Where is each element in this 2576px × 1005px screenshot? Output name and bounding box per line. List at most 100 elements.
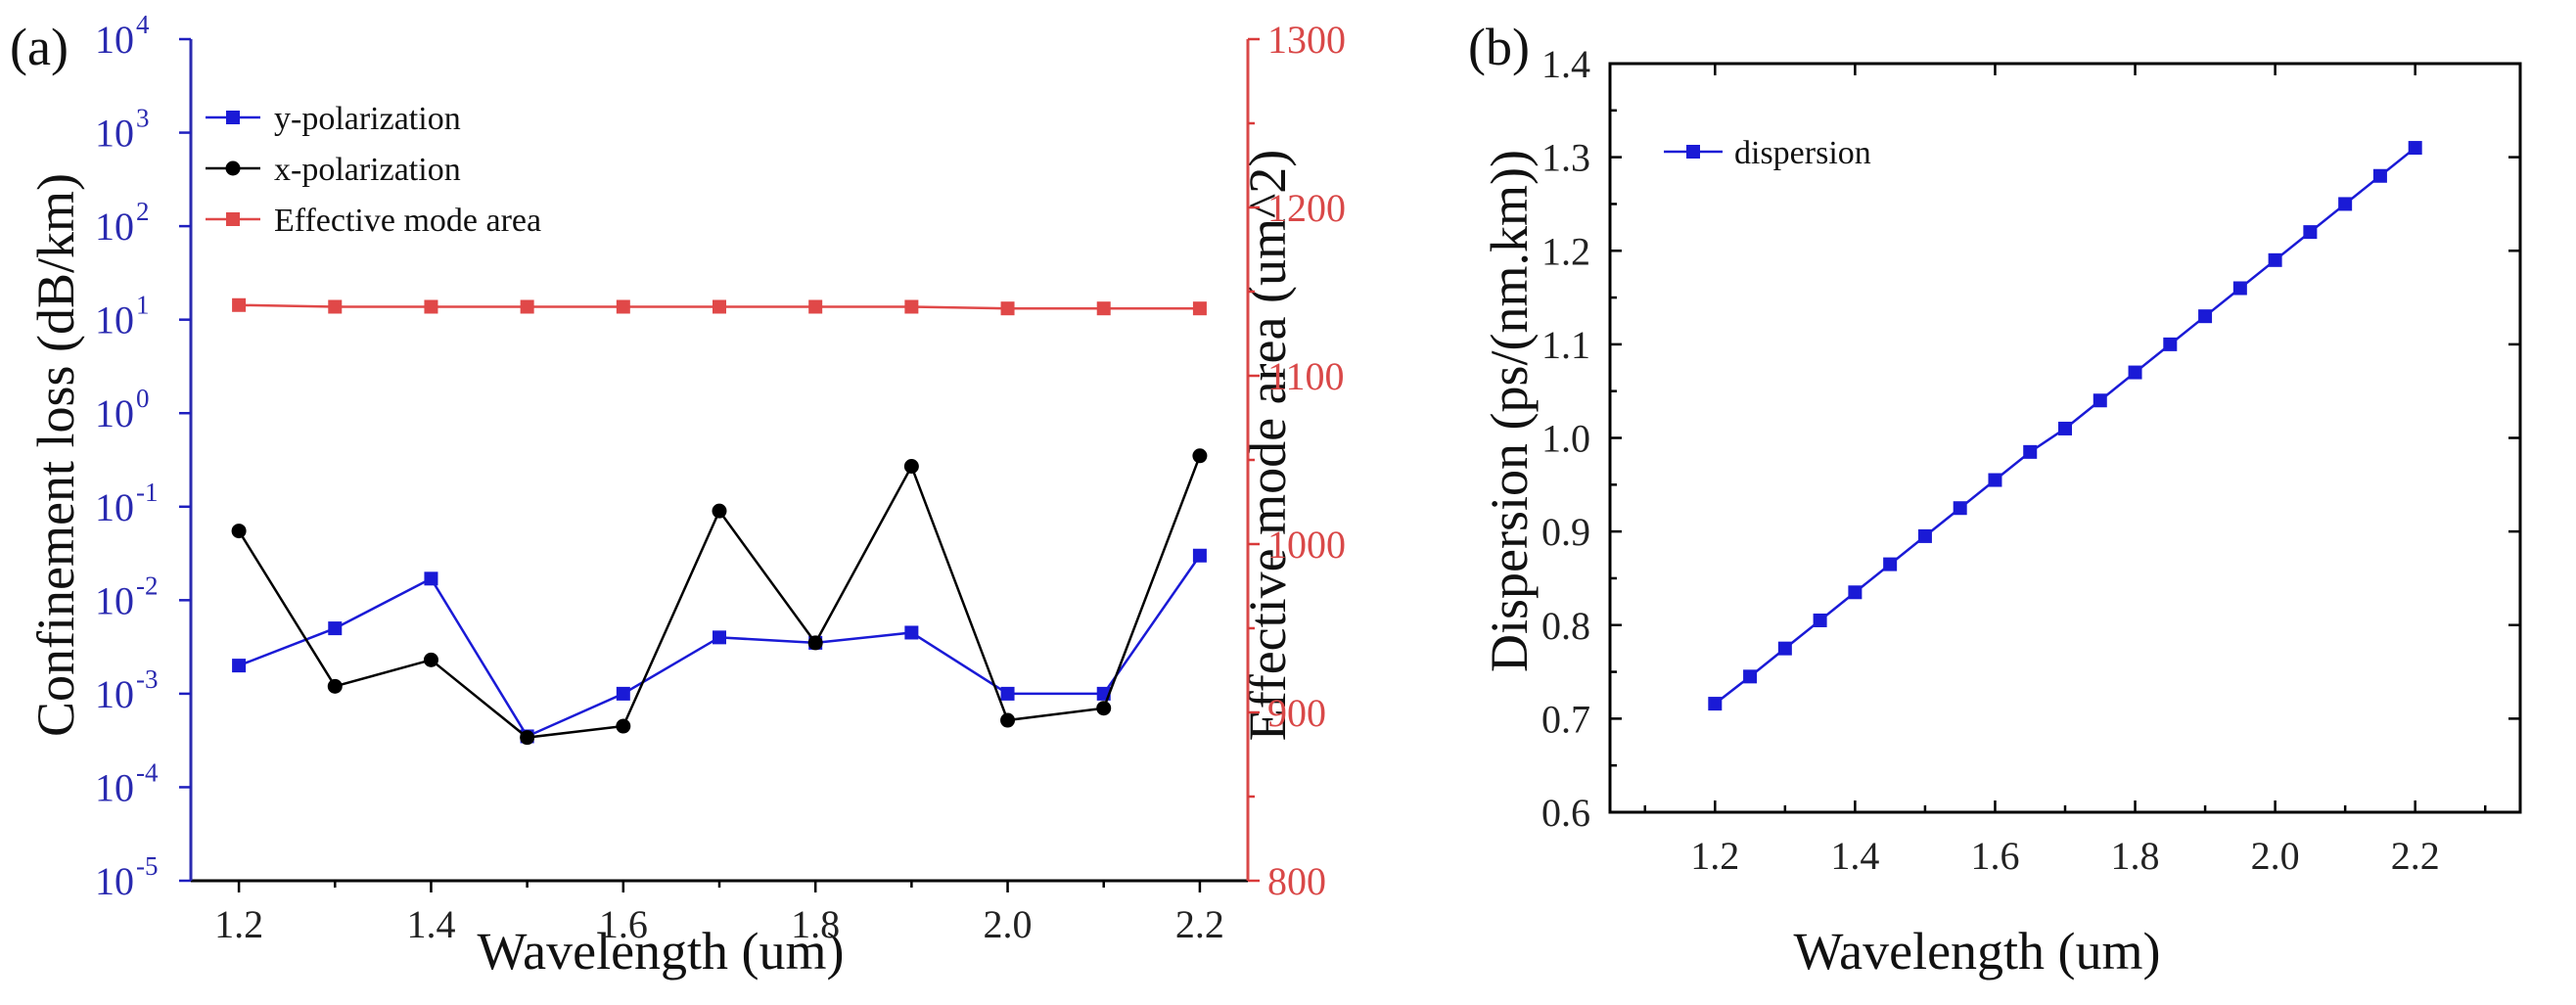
panel-a-y-tick-label-base: 10 [95,578,134,622]
panel-a-data-point [713,630,726,645]
panel-b-data-point [2268,252,2282,267]
panel-a-x-tick-label: 1.6 [599,902,648,946]
panel-a-y-tick-label-base: 10 [95,391,134,435]
panel-b-x-tick-label: 1.2 [1690,834,1739,878]
panel-a-data-point [424,571,438,586]
panel-a-data-point [1096,301,1111,316]
panel-a-y-tick-label-exponent: 1 [136,291,150,320]
panel-a-data-point [904,299,919,314]
panel-a-legend-label: y-polarization [274,101,461,137]
panel-a-legend-marker [226,111,240,124]
panel-b-y-tick-label: 1.3 [1541,136,1590,180]
panel-a-series-line-x-polarization [238,455,1202,739]
panel-a-y2-tick-label: 1100 [1267,354,1345,398]
panel-a-legend-marker [226,212,240,226]
panel-a-data-point [232,659,247,673]
panel-a-y-tick-label-base: 10 [95,112,134,156]
panel-a-y2-tick-label: 1200 [1267,186,1346,230]
panel-a-data-point [616,299,630,314]
panel-a-y2-tick-label: 1300 [1267,18,1346,62]
panel-b-y-tick-label: 1.4 [1541,42,1590,86]
panel-a-x-tick-label: 1.2 [214,902,263,946]
panel-a-y2-tick-label: 1000 [1267,523,1346,567]
panel-a-data-point [904,625,919,640]
panel-b-y-tick-label: 1.2 [1541,229,1590,273]
panel-b-x-tick-label: 1.6 [1970,834,2019,878]
panel-b-data-point [1988,473,2002,487]
panel-b-x-axis-title: Wavelength (um) [1793,922,2160,981]
panel-a-x-tick-label: 2.2 [1175,902,1224,946]
panel-b-y-tick-label: 0.7 [1541,697,1590,741]
panel-a-data-point [231,524,247,539]
panel-a-y-tick-label-exponent: -2 [136,571,159,600]
panel-a-y-tick-label-exponent: 3 [136,104,150,133]
panel-a-data-point [1000,301,1015,316]
panel-a-y-tick-label-exponent: 2 [136,197,150,226]
panel-b-data-point [1917,528,1932,543]
panel-a-y-tick-label-exponent: -4 [136,757,159,787]
panel-b-x-tick-label: 2.0 [2251,834,2300,878]
panel-a-y-axis-title: Confinement loss (dB/km) [26,173,85,737]
panel-b-x-tick-label: 1.8 [2111,834,2160,878]
panel-b-data-point [1777,641,1792,656]
panel-b-data-point [1953,501,1967,516]
panel-a-legend-label: x-polarization [274,152,461,188]
panel-b-data-point [2303,225,2318,240]
panel-a-legend-label: Effective mode area [274,203,541,239]
panel-a-data-point [616,718,631,734]
panel-a-y-tick-label-exponent: 4 [136,10,150,39]
panel-b-data-point [2198,309,2213,324]
panel-b-label: (b) [1468,18,1530,76]
panel-a-x-tick-label: 1.8 [791,902,840,946]
panel-b-x-tick-label: 2.2 [2391,834,2440,878]
panel-a-y-tick-label-base: 10 [95,298,134,343]
panel-a-data-point [712,503,727,519]
panel-b-data-point [2163,337,2178,351]
panel-a-y-tick-label-exponent: -1 [136,478,159,507]
panel-a-data-point [1192,548,1207,563]
panel-b-data-point [2093,393,2107,408]
panel-a-y-tick-label-exponent: -3 [136,664,159,694]
panel-b-y-axis-title: Dispersion (ps/(nm.km)) [1480,150,1539,672]
panel-a-data-point [1192,301,1207,316]
panel-a-data-point [520,730,535,746]
panel-a-label: (a) [10,18,69,76]
panel-b-y-tick-label: 1.0 [1541,417,1590,461]
panel-a-data-point [232,297,247,312]
panel-a-y-tick-label-base: 10 [95,859,134,903]
panel-a-y-tick-label-base: 10 [95,485,134,529]
panel-a-data-point [1192,448,1208,464]
panel-a-data-point [903,459,919,475]
panel-b-data-point [2338,197,2353,211]
panel-a-series-line-y-polarization [238,555,1201,739]
panel-b-data-point [1813,613,1827,627]
panel-b-y-tick-label: 0.8 [1541,604,1590,648]
panel-a-x-tick-label: 2.0 [984,902,1033,946]
panel-b-y-tick-label: 0.6 [1541,791,1590,835]
panel-a-y2-tick-label: 900 [1267,691,1326,735]
panel-b-legend-marker [1686,145,1700,159]
panel-a-y-tick-label-exponent: -5 [136,851,159,881]
panel-a-y-tick-label-exponent: 0 [136,384,150,413]
panel-b-data-point [2058,421,2072,435]
panel-b-data-point [1848,585,1863,600]
panel-a-data-point [616,686,630,701]
panel-a-y2-tick-label: 800 [1267,859,1326,903]
panel-a-legend-marker [225,160,241,176]
panel-a-data-point [1096,701,1112,716]
panel-a-x-axis-title: Wavelength (um) [477,922,844,981]
panel-b-data-point [2128,365,2142,380]
panel-a-data-point [328,621,343,636]
panel-a-data-point [327,678,343,694]
panel-a-data-point [423,652,438,667]
panel-a-data-point [1000,686,1015,701]
panel-a-data-point [520,299,534,314]
panel-b-data-point [2408,141,2422,156]
panel-b-chart: (b) Dispersion (ps/(nm.km)) Wavelength (… [1468,18,2522,981]
panel-b-x-tick-label: 1.4 [1830,834,1879,878]
panel-a-data-point [808,299,823,314]
panel-a-y-tick-label-base: 10 [95,205,134,249]
panel-b-data-point [2372,168,2387,183]
